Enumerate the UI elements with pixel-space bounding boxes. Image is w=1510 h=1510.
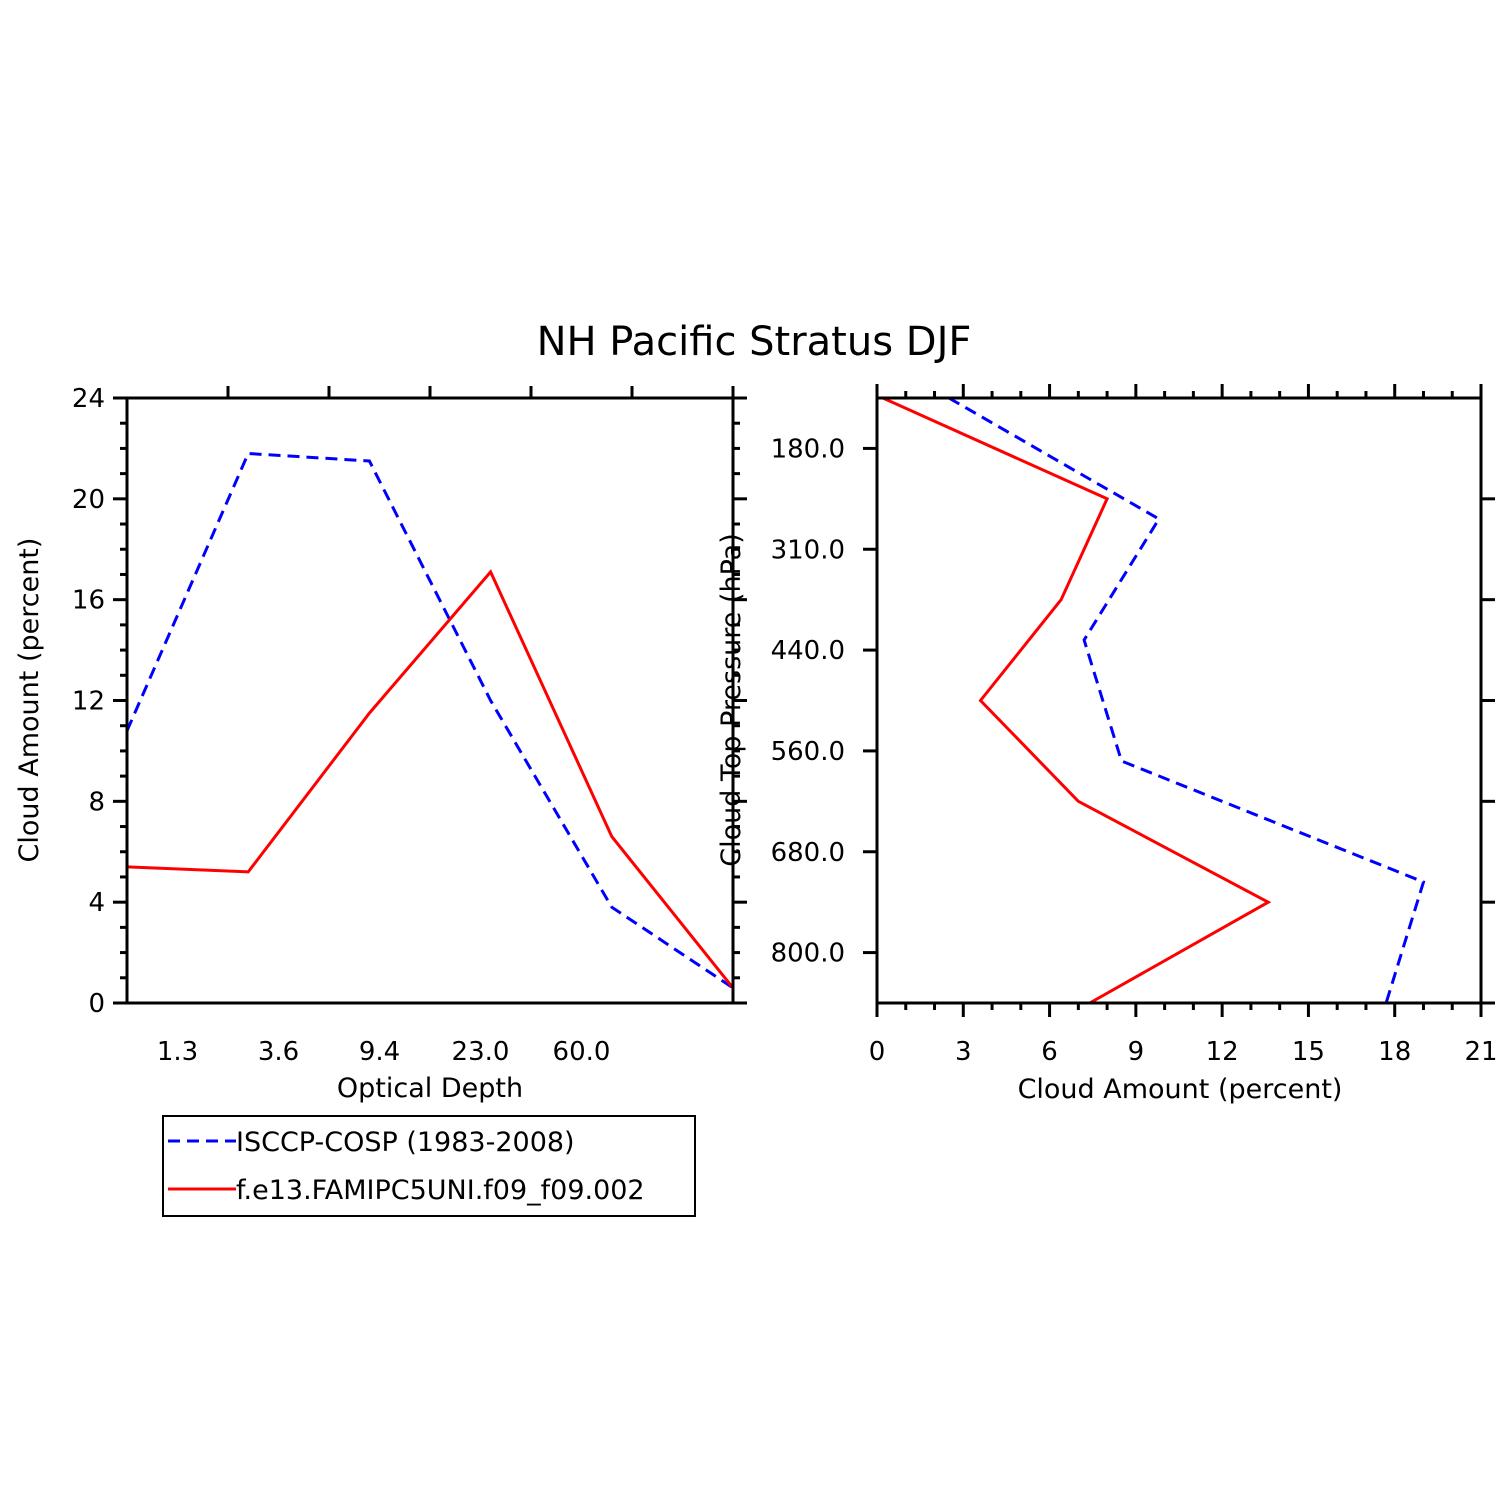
left-y-tick-label: 4	[88, 888, 105, 918]
left-tick-group: 1.3 3.6 9.4 23.0 60.0 0 4 8 12 16 20 24	[72, 384, 747, 1067]
right-panel: 0 3 6 9 12 15 18 21 180.0 310.0 440.0 560.0 680.0 800…	[716, 384, 1498, 1105]
right-series-isccp-line	[948, 396, 1426, 1004]
right-series-model-line	[882, 396, 1272, 1005]
legend: ISCCP-COSP (1983-2008) f.e13.FAMIPC5UNI.…	[162, 1115, 696, 1217]
left-series-group	[125, 451, 735, 990]
left-y-tick-label: 0	[88, 989, 105, 1019]
left-x-tick-label: 1.3	[157, 1037, 198, 1067]
right-y-tick-label: 310.0	[771, 535, 845, 565]
legend-label-model: f.e13.FAMIPC5UNI.f09_f09.002	[236, 1175, 645, 1206]
right-x-tick-label: 15	[1292, 1037, 1325, 1067]
right-y-tick-label: 800.0	[771, 939, 845, 969]
left-plot-frame	[125, 396, 735, 1005]
right-y-tick-label: 180.0	[771, 434, 845, 464]
right-series-group	[882, 396, 1426, 1005]
left-panel: 1.3 3.6 9.4 23.0 60.0 0 4 8 12 16 20 24 Optical Dep…	[14, 384, 747, 1104]
left-y-tick-label: 16	[72, 586, 105, 616]
right-x-axis-label: Cloud Amount (percent)	[1018, 1074, 1343, 1105]
left-y-tick-label: 24	[72, 384, 105, 414]
left-series-isccp-line	[125, 451, 734, 990]
right-y-tick-label: 680.0	[771, 838, 845, 868]
right-x-tick-label: 12	[1206, 1037, 1239, 1067]
left-y-tick-label: 12	[72, 687, 105, 717]
right-x-tick-label: 3	[955, 1037, 972, 1067]
right-x-tick-label: 18	[1378, 1037, 1411, 1067]
right-tick-group: 0 3 6 9 12 15 18 21 180.0 310.0 440.0 560.0 680.0 800…	[771, 384, 1498, 1067]
left-series-model-line	[126, 569, 735, 989]
right-x-tick-label: 21	[1464, 1037, 1497, 1067]
right-y-tick-label: 440.0	[771, 636, 845, 666]
left-x-tick-label: 60.0	[553, 1037, 611, 1067]
left-y-tick-label: 20	[72, 485, 105, 515]
right-plot-frame	[875, 396, 1483, 1005]
left-y-axis-label: Cloud Amount (percent)	[14, 538, 45, 863]
left-x-axis-label: Optical Depth	[337, 1073, 523, 1104]
figure-title: NH Pacific Stratus DJF	[537, 319, 972, 365]
left-x-tick-label: 23.0	[452, 1037, 510, 1067]
right-y-axis-label: Cloud Top Pressure (hPa)	[716, 533, 747, 867]
right-x-tick-label: 6	[1041, 1037, 1058, 1067]
right-x-tick-label: 0	[869, 1037, 886, 1067]
right-x-tick-label: 9	[1128, 1037, 1145, 1067]
left-y-tick-label: 8	[88, 787, 105, 817]
left-x-tick-label: 9.4	[359, 1037, 400, 1067]
right-y-tick-label: 560.0	[771, 737, 845, 767]
legend-box	[162, 1115, 696, 1217]
legend-label-isccp: ISCCP-COSP (1983-2008)	[236, 1127, 575, 1158]
left-x-tick-label: 3.6	[258, 1037, 299, 1067]
